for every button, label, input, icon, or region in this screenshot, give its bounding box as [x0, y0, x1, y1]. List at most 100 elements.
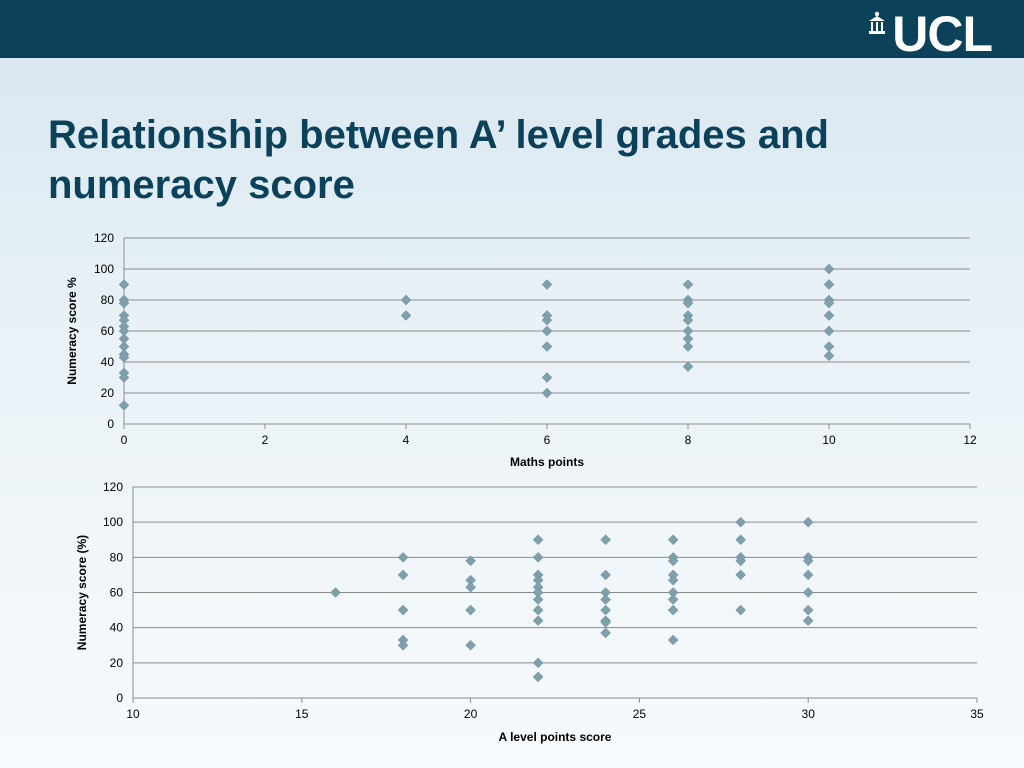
data-point [802, 569, 814, 581]
x-tick-label: 10 [126, 707, 140, 721]
data-point [600, 604, 611, 616]
data-point [541, 372, 553, 383]
data-point [682, 361, 694, 373]
data-point [330, 587, 341, 598]
data-point [541, 314, 553, 326]
data-point [667, 555, 679, 567]
data-point [397, 569, 409, 581]
data-point [532, 594, 544, 605]
data-point [682, 341, 694, 352]
data-point [667, 634, 679, 646]
x-axis-title: A level points score [499, 730, 612, 744]
data-point [465, 639, 476, 651]
slide-title: Relationship between A’ level grades and… [48, 110, 948, 210]
data-point [600, 534, 611, 546]
data-point [532, 551, 544, 563]
data-point [682, 314, 694, 326]
data-point [465, 581, 476, 593]
x-tick-label: 35 [970, 707, 984, 721]
data-point [600, 617, 611, 628]
y-tick-label: 80 [110, 550, 124, 564]
x-tick-label: 4 [403, 433, 410, 447]
y-tick-label: 100 [94, 262, 114, 276]
header-bar: UCL [0, 0, 1024, 62]
x-tick-label: 12 [963, 433, 977, 447]
data-point [532, 671, 544, 683]
data-point [397, 551, 409, 563]
data-point [118, 297, 130, 309]
data-point [823, 350, 835, 362]
a-level-points-chart: 0 20 40 60 80 100 120 10 15 20 25 30 35 A level point… [75, 480, 984, 744]
data-point [823, 310, 835, 321]
data-point [600, 627, 611, 639]
data-point [118, 400, 130, 411]
y-tick-label: 20 [110, 656, 124, 670]
y-tick-label: 40 [110, 621, 124, 635]
x-tick-label: 20 [464, 707, 478, 721]
data-point [667, 604, 679, 616]
data-point [118, 279, 130, 290]
title-line-1: Relationship between A’ level grades and [48, 113, 829, 157]
data-point [397, 604, 409, 616]
logo-text: UCL [892, 6, 993, 62]
y-tick-label: 80 [101, 293, 115, 307]
y-tick-label: 40 [101, 355, 115, 369]
data-point [823, 279, 835, 290]
y-axis-title: Numeracy score (%) [75, 535, 89, 650]
data-point [802, 516, 814, 528]
y-tick-label: 0 [116, 691, 123, 705]
data-point [118, 372, 130, 383]
portico-icon [869, 11, 886, 34]
data-point [532, 604, 544, 616]
data-point [667, 594, 679, 605]
x-tick-label: 6 [544, 433, 551, 447]
data-point [532, 657, 544, 669]
y-tick-label: 120 [94, 231, 114, 245]
data-point [823, 263, 835, 275]
title-line-2: numeracy score [48, 163, 355, 207]
y-tick-label: 60 [110, 586, 124, 600]
data-point [600, 594, 611, 605]
data-point [541, 325, 553, 337]
y-axis-title: Numeracy score % [65, 277, 79, 385]
data-point [465, 604, 476, 616]
data-point [400, 294, 412, 306]
maths-points-chart: 0 20 40 60 80 100 120 0 2 4 6 8 10 12 Maths points Nume… [65, 231, 977, 469]
x-axis-title: Maths points [510, 455, 584, 469]
data-point [532, 615, 544, 626]
data-point [532, 534, 544, 546]
x-tick-label: 0 [121, 433, 128, 447]
data-point [823, 341, 835, 352]
data-point [541, 279, 553, 290]
data-point [667, 574, 679, 586]
data-point [802, 587, 814, 598]
data-point [735, 569, 747, 581]
y-tick-label: 100 [103, 515, 123, 529]
data-point [118, 351, 130, 363]
x-tick-label: 25 [633, 707, 647, 721]
data-point [802, 555, 814, 567]
y-tick-label: 20 [101, 386, 115, 400]
data-point [823, 325, 835, 337]
data-point [735, 555, 747, 567]
data-point [735, 516, 747, 528]
data-point [802, 604, 814, 616]
x-tick-label: 30 [802, 707, 816, 721]
data-point [682, 279, 694, 290]
x-tick-label: 8 [685, 433, 692, 447]
data-point [600, 569, 611, 581]
data-point [397, 639, 409, 651]
data-point [465, 555, 476, 567]
data-point [541, 341, 553, 352]
data-point [667, 534, 679, 546]
data-point [823, 297, 835, 309]
y-tick-label: 60 [101, 324, 115, 338]
ucl-logo: UCL [868, 6, 993, 62]
data-point [802, 615, 814, 626]
data-point [735, 604, 747, 616]
y-tick-label: 120 [103, 480, 123, 494]
x-tick-label: 2 [262, 433, 269, 447]
data-point [541, 387, 553, 399]
data-point [682, 297, 694, 309]
